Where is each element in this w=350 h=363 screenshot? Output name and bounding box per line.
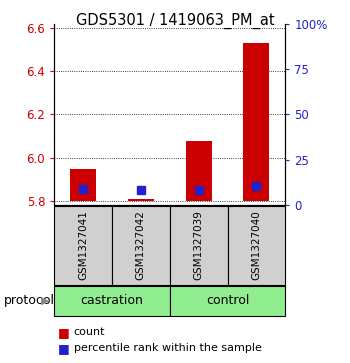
- Bar: [54, 206, 112, 285]
- Bar: [70, 170, 96, 201]
- Text: GSM1327039: GSM1327039: [194, 211, 204, 280]
- Bar: [170, 206, 228, 285]
- Text: control: control: [206, 294, 249, 307]
- Bar: [128, 199, 154, 201]
- Text: protocol: protocol: [4, 294, 55, 307]
- Text: percentile rank within the sample: percentile rank within the sample: [74, 343, 261, 354]
- Text: castration: castration: [80, 294, 144, 307]
- Text: count: count: [74, 327, 105, 337]
- Bar: [112, 206, 170, 285]
- Text: GSM1327041: GSM1327041: [78, 211, 88, 280]
- Text: ▶: ▶: [41, 296, 50, 306]
- Bar: [243, 43, 270, 201]
- Text: GSM1327042: GSM1327042: [136, 211, 146, 280]
- Text: GDS5301 / 1419063_PM_at: GDS5301 / 1419063_PM_at: [76, 13, 274, 29]
- Text: GSM1327040: GSM1327040: [251, 211, 261, 280]
- Bar: [54, 286, 170, 316]
- Text: ■: ■: [58, 342, 70, 355]
- Bar: [170, 286, 285, 316]
- Bar: [186, 141, 212, 201]
- Bar: [228, 206, 285, 285]
- Text: ■: ■: [58, 326, 70, 339]
